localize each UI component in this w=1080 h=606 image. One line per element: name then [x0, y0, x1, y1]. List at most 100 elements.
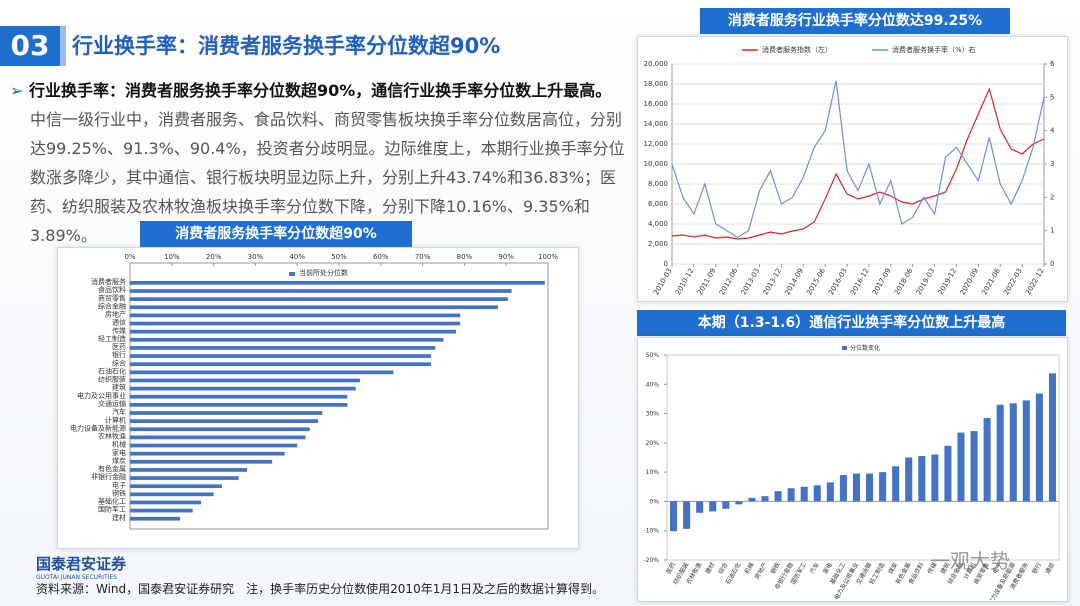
x-tick-label: 2010-12 [674, 267, 696, 296]
x-tick-label: 2013-12 [762, 267, 784, 296]
x-tick-label: 汽车 [808, 561, 821, 575]
bar [957, 432, 965, 502]
y-tick-label: 医药 [112, 342, 126, 351]
bar [130, 476, 239, 480]
bar [813, 485, 821, 502]
x-tick-label: 2015-06 [805, 267, 827, 297]
y-tick-label: 基础化工 [98, 497, 126, 506]
bar [670, 501, 678, 532]
y2-tick-label: 6 [1050, 60, 1055, 68]
bar [130, 337, 444, 342]
bar [130, 370, 394, 375]
y-tick-label: 国防军工 [98, 505, 126, 514]
y-tick-label: 食品饮料 [98, 285, 126, 294]
x-tick-label: 2022-03 [1002, 267, 1024, 296]
y-tick-label: 交通运输 [98, 399, 126, 408]
y-tick-label: 电力设备及新能源 [70, 423, 126, 432]
x-tick-label: 2019-03 [915, 267, 937, 296]
y-tick-label: 10,000 [644, 160, 669, 168]
y-tick-label: 18,000 [644, 80, 669, 88]
x-tick-label: 30% [248, 253, 264, 261]
bar [683, 501, 691, 529]
y-tick-label: 50% [646, 352, 660, 359]
y2-tick-label: 0 [1050, 260, 1054, 268]
bar [130, 346, 436, 350]
y2-tick-label: 2 [1050, 193, 1054, 201]
bar [1009, 403, 1017, 502]
x-tick-label: 2016-12 [849, 267, 871, 296]
bar [800, 486, 808, 502]
x-tick-label: 房地产 [753, 561, 769, 581]
x-tick-label: 通信 [1043, 561, 1056, 575]
y-tick-label: 电子 [112, 480, 126, 489]
x-tick-label: 煤炭 [886, 561, 899, 575]
bar [944, 445, 952, 502]
y-tick-label: 电力及公用事业 [77, 391, 126, 400]
bar [130, 329, 457, 334]
bar [130, 411, 323, 415]
y-tick-label: 传媒 [112, 326, 126, 335]
bar [130, 281, 545, 285]
y-tick-label: 6,000 [648, 200, 668, 208]
bar [130, 321, 461, 326]
accent [60, 26, 66, 66]
y2-tick-label: 5 [1050, 93, 1054, 101]
y-tick-label: 12,000 [644, 140, 669, 148]
bar [130, 362, 431, 367]
bar [130, 459, 273, 464]
y-tick-label: 煤炭 [112, 456, 126, 465]
y-tick-label: 汽车 [112, 407, 126, 416]
y-tick-label: -10% [643, 528, 659, 535]
y-tick-label: 建材 [112, 513, 126, 522]
bar [879, 472, 887, 502]
bar [722, 501, 730, 509]
x-tick-label: 40% [289, 253, 305, 261]
bar [130, 305, 498, 310]
x-tick-label: 医药 [664, 561, 677, 575]
y-tick-label: 计算机 [105, 415, 126, 424]
x-tick-label: 2010-03 [652, 267, 674, 296]
x-tick-label: 2016-03 [827, 267, 849, 296]
logo-en: GUOTAI JUNAN SECURITIES [36, 574, 118, 581]
bar [130, 403, 348, 407]
y-tick-label: 2,000 [648, 240, 668, 248]
bar [130, 313, 461, 318]
y-tick-label: 综合金融 [98, 301, 126, 310]
body: ➢ 行业换手率：消费者服务换手率分位数超90%，通信行业换手率分位数上升最高。 … [10, 76, 635, 250]
y-tick-label: 消费者服务 [91, 277, 126, 286]
y-tick-label: -20% [643, 557, 659, 564]
line [671, 87, 1045, 240]
bar [130, 516, 181, 521]
y-tick-label: 家电 [112, 448, 126, 457]
y-tick-label: 建筑 [112, 383, 126, 392]
bar [130, 451, 285, 456]
y-tick-label: 0 [664, 260, 668, 268]
bar [866, 473, 874, 502]
y-tick-label: 石油石化 [98, 366, 126, 375]
chart: -20%-10%0%10%20%30%40%50%分位数变化医药纺织服装农林牧渔… [643, 344, 1060, 600]
x-tick-label: 2018-06 [893, 267, 915, 297]
bar [1022, 400, 1030, 502]
chart-title: 本期（1.3-1.6）通信行业换手率分位数上升最高 [637, 310, 1066, 336]
legend-label: 消费者服务指数（左） [762, 45, 832, 54]
y2-tick-label: 3 [1050, 160, 1054, 168]
bar [839, 475, 847, 502]
y-tick-label: 通信 [112, 318, 126, 327]
x-tick-label: 综合 [717, 561, 730, 575]
bar [130, 289, 512, 293]
bar [130, 297, 508, 301]
bar [735, 501, 743, 505]
bar [130, 378, 360, 383]
x-tick-label: 2011-09 [696, 267, 718, 296]
y-tick-label: 30% [646, 411, 660, 418]
watermark: 一观大势 [930, 549, 1010, 573]
y2-tick-label: 1 [1050, 227, 1054, 235]
x-tick-label: 钢铁 [769, 561, 782, 575]
lead-text: 行业换手率：消费者服务换手率分位数超90%，通信行业换手率分位数上升最高。 [28, 81, 612, 100]
legend-label: 消费者服务换手率（%）右 [892, 45, 976, 54]
legend-swatch [842, 346, 847, 350]
y-tick-label: 银行 [112, 350, 126, 359]
bar [1035, 393, 1043, 502]
y-tick-label: 20% [646, 440, 660, 447]
bar [787, 488, 795, 502]
